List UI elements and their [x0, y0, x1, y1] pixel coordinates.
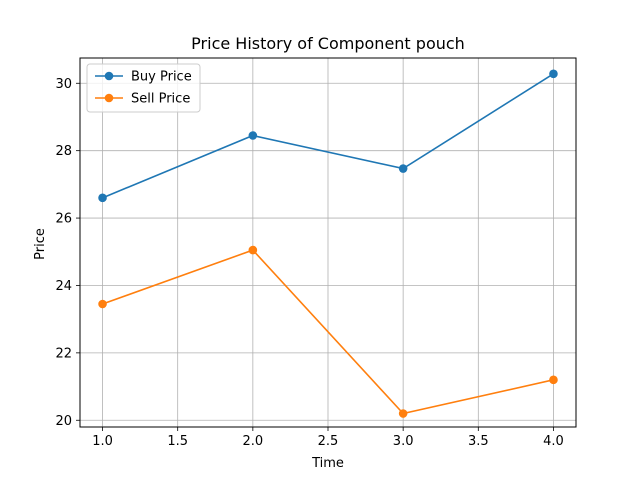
legend-label-buy-price: Buy Price	[131, 70, 192, 85]
data-point-sell-price	[549, 375, 558, 385]
x-tick-label: 2.5	[318, 434, 339, 449]
data-point-buy-price	[98, 193, 107, 203]
legend: Buy Price Sell Price	[86, 63, 201, 113]
series-layer	[98, 69, 558, 418]
data-point-sell-price	[398, 409, 408, 418]
series-line-buy-price	[102, 73, 554, 199]
grid	[80, 58, 576, 427]
x-axis-label: Time	[311, 456, 344, 471]
x-tick-label: 3.0	[393, 434, 414, 449]
legend-marker-buy-price	[104, 71, 114, 81]
y-tick-label: 30	[55, 77, 72, 92]
chart-title: Price History of Component pouch	[191, 34, 465, 53]
y-axis-label: Price	[33, 228, 48, 260]
y-tick-label: 24	[55, 279, 72, 294]
legend-marker-sell-price	[104, 93, 114, 103]
y-tick-label: 28	[55, 144, 72, 159]
data-point-buy-price	[398, 164, 408, 173]
x-tick-label: 1.5	[167, 434, 188, 449]
series-line-sell-price	[102, 249, 554, 415]
x-tick-label: 2.0	[243, 434, 264, 449]
y-tick-label: 20	[55, 414, 72, 429]
data-point-sell-price	[98, 299, 107, 309]
x-axis-ticks: 1.0 1.5 2.0 2.5 3.0 3.5 4.0	[92, 427, 564, 449]
data-point-buy-price	[248, 131, 258, 140]
series-buy-price	[98, 69, 558, 203]
x-tick-label: 4.0	[543, 434, 564, 449]
x-tick-label: 3.5	[468, 434, 489, 449]
legend-label-sell-price: Sell Price	[131, 92, 190, 107]
y-tick-label: 26	[55, 212, 72, 227]
x-tick-label: 1.0	[92, 434, 113, 449]
series-sell-price	[98, 245, 558, 418]
y-axis-ticks: 20 22 24 26 28 30	[55, 77, 80, 429]
data-point-buy-price	[549, 69, 558, 79]
y-tick-label: 22	[55, 346, 72, 361]
data-point-sell-price	[248, 245, 258, 255]
